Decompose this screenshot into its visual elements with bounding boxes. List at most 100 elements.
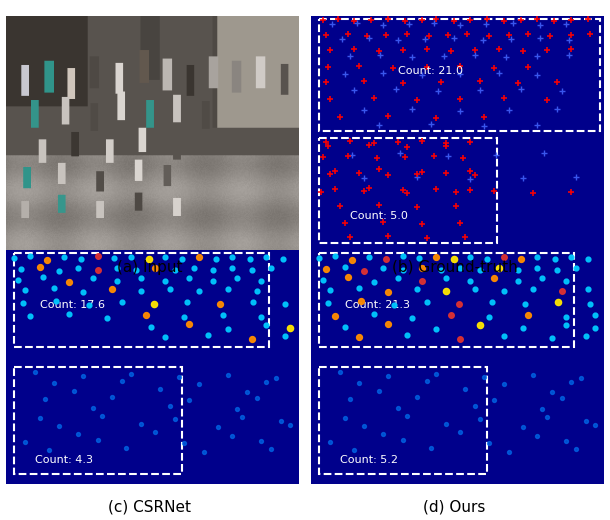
Point bbox=[25, 311, 35, 320]
Point bbox=[576, 374, 586, 382]
Point bbox=[35, 263, 45, 271]
Point bbox=[383, 288, 393, 296]
Point bbox=[533, 264, 542, 272]
Point bbox=[232, 405, 242, 413]
Point bbox=[369, 278, 379, 286]
Bar bbox=[319, 138, 497, 243]
Point bbox=[93, 266, 102, 274]
Point bbox=[454, 300, 464, 308]
Point bbox=[178, 255, 187, 263]
Text: Count: 5.0: Count: 5.0 bbox=[350, 211, 407, 220]
Point bbox=[35, 414, 45, 423]
Point bbox=[461, 384, 470, 393]
Point bbox=[364, 253, 374, 261]
Point bbox=[271, 374, 281, 382]
Point bbox=[41, 256, 51, 265]
Point bbox=[403, 412, 412, 421]
Point bbox=[449, 255, 459, 263]
Point bbox=[330, 311, 340, 320]
Point bbox=[323, 299, 333, 307]
Point bbox=[18, 299, 28, 307]
Point bbox=[550, 255, 559, 263]
Point bbox=[54, 422, 64, 430]
Point bbox=[256, 277, 266, 285]
Point bbox=[484, 439, 494, 447]
Point bbox=[242, 387, 252, 396]
Point bbox=[199, 447, 209, 456]
Point bbox=[483, 255, 492, 263]
Point bbox=[318, 276, 328, 284]
Point bbox=[194, 287, 204, 295]
Point bbox=[208, 277, 218, 285]
Point bbox=[561, 277, 571, 285]
Point bbox=[354, 379, 364, 387]
Point bbox=[393, 274, 403, 282]
Point bbox=[131, 266, 141, 274]
Point bbox=[378, 430, 388, 438]
Point bbox=[561, 321, 571, 330]
Point bbox=[223, 324, 232, 333]
Point bbox=[441, 287, 451, 295]
Point bbox=[557, 394, 567, 402]
Point bbox=[64, 278, 74, 286]
Point bbox=[204, 331, 213, 339]
Point bbox=[179, 439, 189, 447]
Point bbox=[441, 420, 451, 428]
Point bbox=[136, 274, 146, 282]
Point bbox=[475, 321, 484, 330]
Point bbox=[194, 253, 204, 261]
Point bbox=[170, 266, 179, 274]
Point bbox=[156, 384, 165, 393]
Point bbox=[182, 298, 192, 306]
Point bbox=[369, 309, 379, 318]
Point bbox=[412, 285, 422, 293]
Point bbox=[141, 310, 151, 319]
Point bbox=[340, 263, 350, 271]
Point bbox=[484, 313, 494, 321]
Point bbox=[194, 380, 204, 388]
Point bbox=[516, 255, 526, 263]
Point bbox=[581, 417, 590, 425]
Point bbox=[107, 393, 117, 401]
Point bbox=[475, 415, 484, 424]
Point bbox=[456, 428, 465, 436]
Point bbox=[144, 255, 154, 263]
Point bbox=[584, 255, 594, 263]
Point bbox=[64, 309, 74, 318]
Point bbox=[228, 253, 237, 261]
Point bbox=[465, 253, 475, 261]
Point bbox=[160, 277, 170, 285]
Bar bbox=[14, 367, 182, 474]
Point bbox=[335, 368, 345, 376]
Point bbox=[165, 285, 174, 293]
Point bbox=[518, 423, 528, 431]
Point bbox=[211, 255, 221, 263]
Point bbox=[40, 395, 49, 404]
Point bbox=[98, 412, 107, 421]
Point bbox=[117, 377, 126, 385]
Point bbox=[389, 301, 399, 309]
Point bbox=[88, 274, 98, 282]
Point bbox=[465, 277, 475, 285]
Point bbox=[109, 254, 119, 262]
Point bbox=[431, 324, 441, 333]
Point bbox=[350, 446, 359, 454]
Point bbox=[487, 298, 497, 306]
Point bbox=[431, 369, 441, 378]
Point bbox=[566, 253, 576, 261]
Point bbox=[326, 286, 336, 294]
Point bbox=[504, 447, 514, 456]
Text: (a) Input: (a) Input bbox=[117, 260, 182, 275]
Point bbox=[374, 386, 384, 395]
Point bbox=[45, 446, 54, 454]
Point bbox=[422, 298, 431, 306]
Point bbox=[107, 285, 117, 293]
Point bbox=[345, 395, 354, 404]
Point bbox=[30, 368, 40, 376]
Point bbox=[285, 421, 295, 429]
Point bbox=[237, 413, 247, 422]
Point bbox=[456, 264, 465, 272]
Point bbox=[279, 255, 289, 263]
Point bbox=[533, 432, 542, 440]
Point bbox=[590, 323, 600, 332]
